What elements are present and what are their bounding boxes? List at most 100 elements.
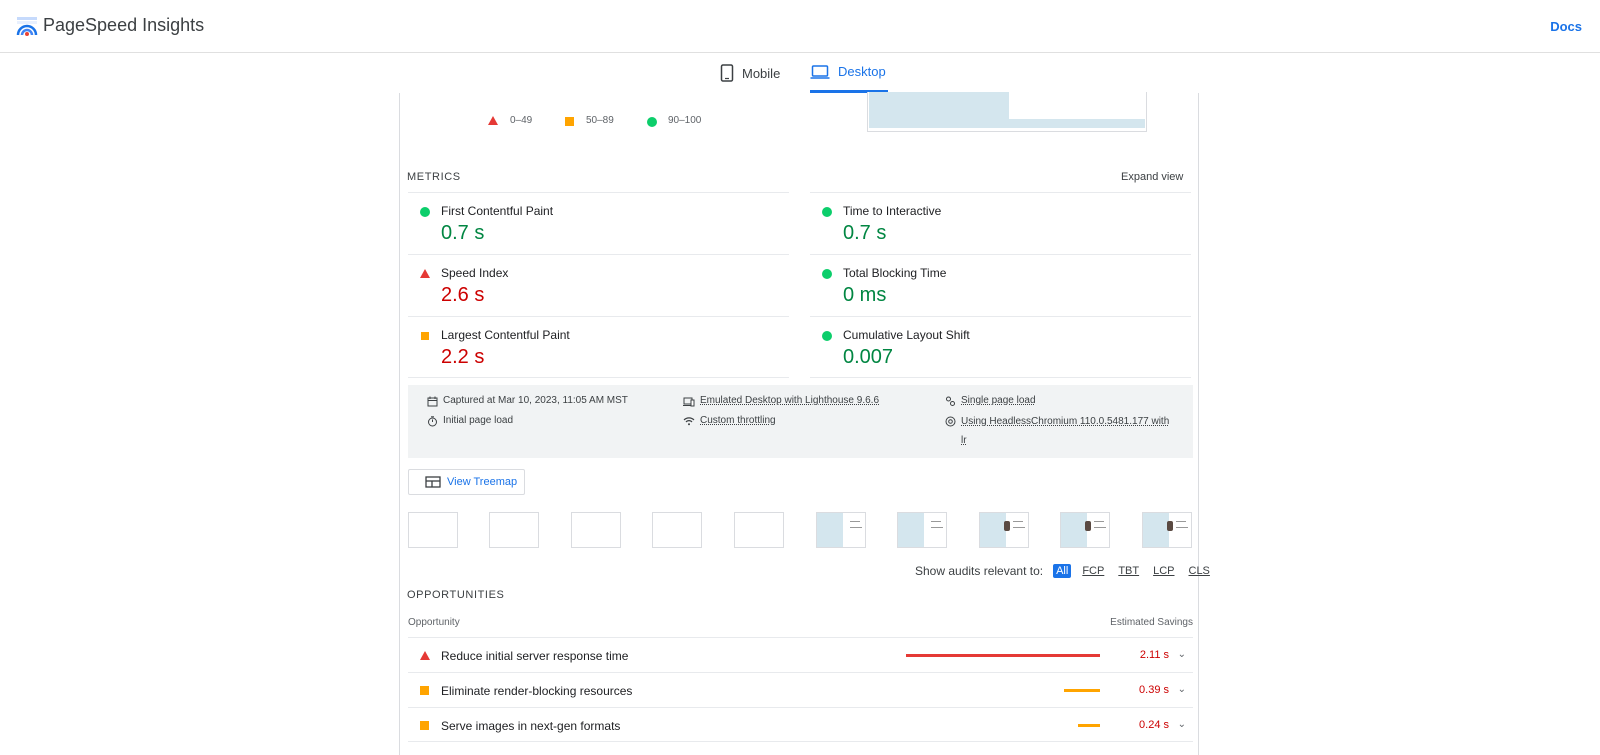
metric-name: Total Blocking Time [843,266,947,280]
filmstrip-frame [489,512,539,548]
metric-name: Time to Interactive [843,204,942,218]
legend-pass-label: 90–100 [668,115,702,126]
filter-cls[interactable]: CLS [1188,565,1210,577]
view-treemap-label: View Treemap [447,476,518,488]
filter-fcp[interactable]: FCP [1082,565,1105,577]
devices-icon [683,395,695,407]
runtime-settings: Captured at Mar 10, 2023, 11:05 AM MST I… [408,385,1193,458]
metrics-right-column: Time to Interactive 0.7 s Total Blocking… [810,192,1191,378]
chevron-down-icon[interactable]: ⌄ [1177,719,1186,730]
filmstrip-frame [652,512,702,548]
top-bar: PageSpeed Insights Docs [0,0,1600,53]
pass-circle-icon [420,207,430,217]
legend-average-label: 50–89 [586,115,614,126]
average-square-icon [421,332,429,340]
savings-bar [906,654,1100,657]
pass-circle-icon [647,117,657,127]
tab-mobile-label: Mobile [742,65,781,81]
throttling-text: Custom throttling [700,415,776,426]
metrics-left-column: First Contentful Paint 0.7 s Speed Index… [408,192,789,378]
metric-value: 2.2 s [441,346,485,368]
wifi-icon [683,415,695,427]
savings-column-label: Estimated Savings [1110,617,1193,628]
initial-load: Initial page load [426,415,513,427]
metric-value: 0.7 s [843,222,887,244]
emulated-text: Emulated Desktop with Lighthouse 9.6.6 [700,395,879,406]
savings-value: 0.39 s [1139,684,1169,696]
opportunity-row[interactable]: Serve images in next-gen formats 0.24 s … [408,707,1193,742]
filmstrip-frame [1060,512,1110,548]
single-page-load[interactable]: Single page load [944,395,1036,407]
emulated-device[interactable]: Emulated Desktop with Lighthouse 9.6.6 [683,395,879,407]
filmstrip-frame [571,512,621,548]
filter-all[interactable]: All [1053,564,1072,578]
metric-name: Cumulative Layout Shift [843,328,970,342]
filmstrip-frame [1142,512,1192,548]
filmstrip-frame [734,512,784,548]
filmstrip-frame [408,512,458,548]
captured-at: Captured at Mar 10, 2023, 11:05 AM MST [426,395,628,407]
metric-value: 0 ms [843,284,887,306]
average-square-icon [420,721,429,730]
pagespeed-logo-icon[interactable] [16,15,38,37]
people-icon [944,395,956,407]
filter-tbt[interactable]: TBT [1118,565,1140,577]
chevron-down-icon[interactable]: ⌄ [1177,684,1186,695]
opportunity-title: Reduce initial server response time [441,649,629,663]
tab-desktop-label: Desktop [838,64,886,79]
browser-text-line1: Using HeadlessChromium 110.0.5481.177 wi… [961,416,1170,427]
filmstrip-frame [979,512,1029,548]
audit-filter-label: Show audits relevant to: [915,564,1044,578]
legend-fail-label: 0–49 [510,115,533,126]
metric-fcp: First Contentful Paint 0.7 s [408,192,789,254]
opportunity-row[interactable]: Reduce initial server response time 2.11… [408,637,1193,672]
browser-text-line2: lr [961,435,967,446]
laptop-icon [810,64,830,80]
docs-link[interactable]: Docs [1550,19,1582,34]
audit-filter: Show audits relevant to: All FCP TBT LCP… [915,564,1213,578]
opportunity-row[interactable]: Eliminate render-blocking resources 0.39… [408,672,1193,707]
fail-triangle-icon [420,651,430,660]
chrome-icon [944,415,956,427]
view-treemap-button[interactable]: View Treemap [408,469,525,495]
savings-bar [1078,724,1100,727]
pass-circle-icon [822,331,832,341]
captured-text: Captured at Mar 10, 2023, 11:05 AM MST [443,395,628,406]
fail-triangle-icon [488,116,498,125]
final-screenshot [867,92,1147,132]
metric-name: Speed Index [441,266,509,280]
opportunity-title: Eliminate render-blocking resources [441,684,633,698]
initial-load-text: Initial page load [443,415,514,426]
opportunities-label: OPPORTUNITIES [407,589,505,601]
average-square-icon [420,686,429,695]
brand-title[interactable]: PageSpeed Insights [43,15,205,35]
pass-circle-icon [822,207,832,217]
metric-name: Largest Contentful Paint [441,328,570,342]
metric-speed-index: Speed Index 2.6 s [408,254,789,316]
tab-mobile[interactable]: Mobile [720,53,780,93]
opportunities-header: Opportunity Estimated Savings [408,617,1193,628]
metric-lcp: Largest Contentful Paint 2.2 s [408,316,789,378]
metrics-label: METRICS [407,171,461,183]
metric-name: First Contentful Paint [441,204,554,218]
metric-value: 2.6 s [441,284,485,306]
browser-version[interactable]: Using HeadlessChromium 110.0.5481.177 wi… [944,415,1169,450]
savings-bar [1064,689,1100,692]
tab-desktop[interactable]: Desktop [810,53,888,93]
device-tabs: Mobile Desktop [0,53,1600,93]
filmstrip-frame [897,512,947,548]
metric-cls: Cumulative Layout Shift 0.007 [810,316,1191,378]
timer-icon [426,415,438,427]
expand-view-button[interactable]: Expand view [1121,171,1184,183]
metric-value: 0.007 [843,346,894,368]
fail-triangle-icon [420,269,430,278]
filter-lcp[interactable]: LCP [1153,565,1175,577]
throttling[interactable]: Custom throttling [683,415,776,427]
chevron-down-icon[interactable]: ⌄ [1177,649,1186,660]
metric-tti: Time to Interactive 0.7 s [810,192,1191,254]
savings-value: 2.11 s [1139,649,1169,661]
metric-tbt: Total Blocking Time 0 ms [810,254,1191,316]
phone-icon [720,64,734,82]
report-panel [399,93,1199,755]
single-load-text: Single page load [961,395,1036,406]
